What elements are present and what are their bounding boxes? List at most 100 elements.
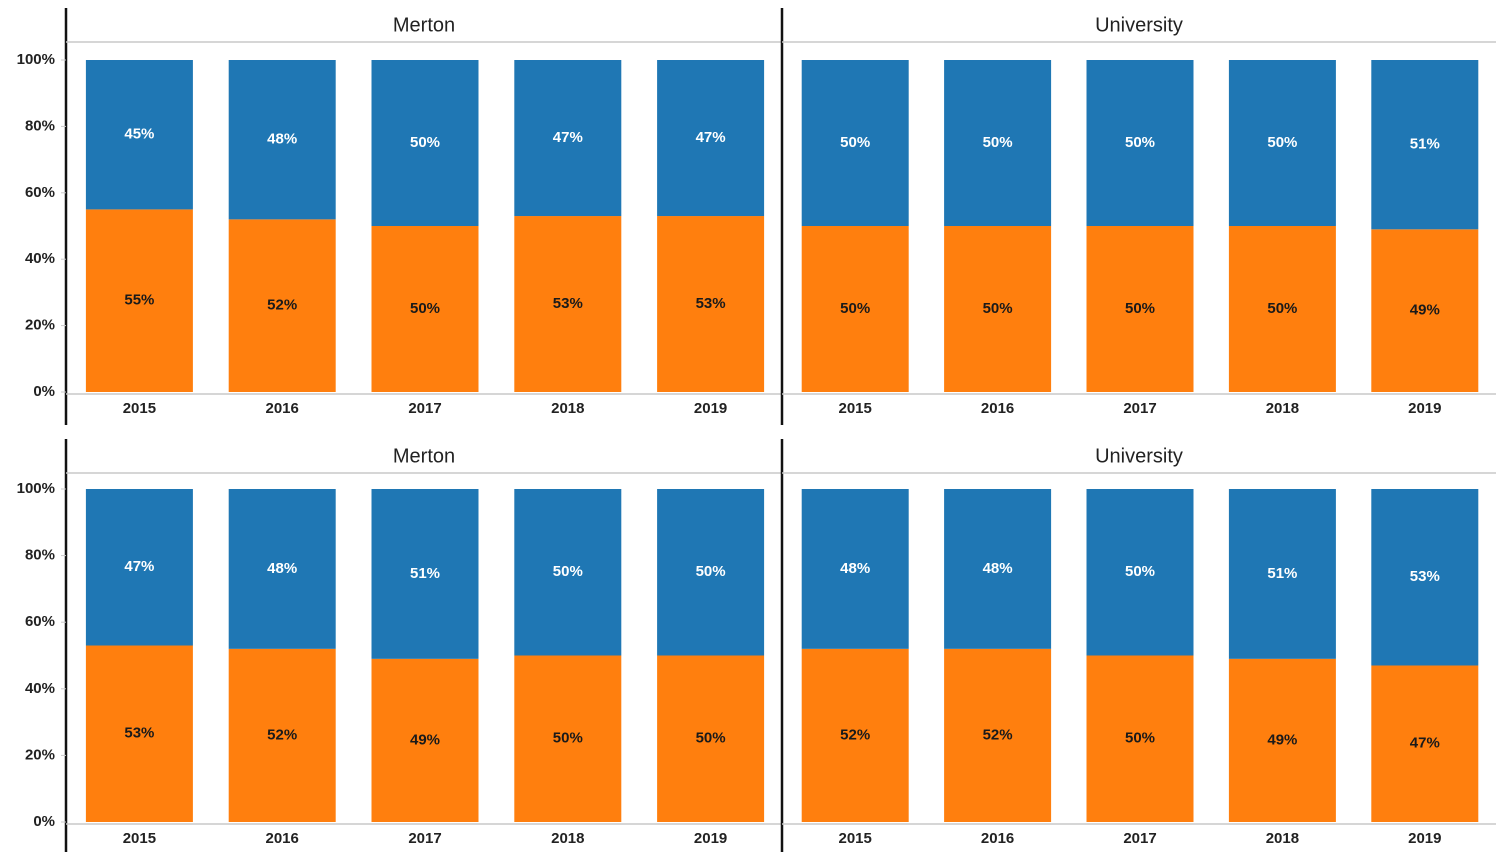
- bar-segment: [1371, 60, 1479, 230]
- bar-segment: [657, 60, 765, 217]
- bar-segment: [801, 648, 909, 822]
- x-tick-label: 2017: [408, 400, 441, 417]
- bar-segment: [1086, 226, 1194, 392]
- x-tick-label: 2015: [123, 400, 156, 417]
- value-label: 53%: [696, 295, 726, 312]
- value-label: 50%: [983, 134, 1013, 151]
- value-label: 50%: [1125, 563, 1155, 580]
- value-label: 49%: [1410, 302, 1440, 319]
- panel-title: Merton: [393, 14, 455, 36]
- x-tick-label: 2018: [1266, 400, 1299, 417]
- bar-segment: [1228, 658, 1336, 822]
- y-tick-label: 0%: [33, 383, 55, 400]
- bar-segment: [1086, 489, 1194, 656]
- x-tick-label: 2016: [981, 830, 1014, 847]
- y-tick-label: 60%: [25, 184, 55, 201]
- y-tick-label: 40%: [25, 680, 55, 697]
- bar-segment: [514, 655, 622, 822]
- value-label: 50%: [1125, 134, 1155, 151]
- x-tick-label: 2017: [1123, 400, 1156, 417]
- value-label: 45%: [124, 126, 154, 143]
- x-tick-label: 2019: [694, 830, 727, 847]
- bar-segment: [1371, 229, 1479, 392]
- x-tick-label: 2016: [981, 400, 1014, 417]
- bar-segment: [371, 226, 479, 392]
- bar-segment: [228, 648, 336, 822]
- x-tick-label: 2017: [1123, 830, 1156, 847]
- value-label: 52%: [840, 726, 870, 743]
- value-label: 53%: [124, 725, 154, 742]
- value-label: 51%: [1267, 565, 1297, 582]
- value-label: 50%: [1267, 134, 1297, 151]
- bar-segment: [944, 226, 1052, 392]
- y-tick-label: 20%: [25, 746, 55, 763]
- value-label: 50%: [553, 730, 583, 747]
- y-tick-label: 60%: [25, 613, 55, 630]
- value-label: 52%: [983, 726, 1013, 743]
- bar-segment: [85, 60, 193, 210]
- bar-segment: [1371, 489, 1479, 666]
- y-tick-label: 40%: [25, 250, 55, 267]
- bar-segment: [657, 489, 765, 656]
- value-label: 48%: [267, 560, 297, 577]
- bar-segment: [371, 60, 479, 226]
- y-tick-label: 100%: [17, 480, 55, 497]
- value-label: 50%: [840, 134, 870, 151]
- bar-segment: [85, 209, 193, 392]
- bar-segment: [944, 489, 1052, 649]
- value-label: 50%: [696, 563, 726, 580]
- value-label: 47%: [1410, 735, 1440, 752]
- value-label: 50%: [696, 730, 726, 747]
- bar-segment: [657, 655, 765, 822]
- value-label: 48%: [840, 560, 870, 577]
- value-label: 50%: [553, 563, 583, 580]
- x-tick-label: 2017: [408, 830, 441, 847]
- x-tick-label: 2018: [1266, 830, 1299, 847]
- value-label: 48%: [267, 131, 297, 148]
- value-label: 50%: [983, 300, 1013, 317]
- bar-segment: [1086, 60, 1194, 226]
- bar-segment: [514, 60, 622, 217]
- bar-segment: [944, 648, 1052, 822]
- value-label: 52%: [267, 297, 297, 314]
- value-label: 50%: [1267, 300, 1297, 317]
- bar-segment: [944, 60, 1052, 226]
- x-tick-label: 2015: [839, 830, 872, 847]
- bar-segment: [1228, 60, 1336, 226]
- bar-segment: [514, 216, 622, 392]
- x-tick-label: 2019: [1408, 830, 1441, 847]
- panel-title: University: [1095, 14, 1183, 36]
- bar-segment: [1228, 489, 1336, 659]
- bar-segment: [801, 60, 909, 226]
- value-label: 49%: [410, 731, 440, 748]
- x-tick-label: 2018: [551, 830, 584, 847]
- bar-segment: [228, 60, 336, 220]
- value-label: 51%: [410, 565, 440, 582]
- x-tick-label: 2015: [839, 400, 872, 417]
- value-label: 50%: [410, 134, 440, 151]
- panel-title: Merton: [393, 445, 455, 467]
- x-tick-label: 2019: [1408, 400, 1441, 417]
- value-label: 52%: [267, 726, 297, 743]
- bar-segment: [1086, 655, 1194, 822]
- value-label: 53%: [1410, 568, 1440, 585]
- bar-segment: [371, 658, 479, 822]
- y-tick-label: 100%: [17, 51, 55, 68]
- value-label: 50%: [1125, 730, 1155, 747]
- bar-segment: [85, 489, 193, 646]
- bar-segment: [514, 489, 622, 656]
- value-label: 53%: [553, 295, 583, 312]
- y-tick-label: 80%: [25, 547, 55, 564]
- value-label: 48%: [983, 560, 1013, 577]
- value-label: 50%: [1125, 300, 1155, 317]
- value-label: 47%: [553, 129, 583, 146]
- y-tick-label: 20%: [25, 317, 55, 334]
- x-tick-label: 2019: [694, 400, 727, 417]
- x-tick-label: 2015: [123, 830, 156, 847]
- x-tick-label: 2016: [266, 830, 299, 847]
- bar-segment: [657, 216, 765, 392]
- value-label: 50%: [410, 300, 440, 317]
- bar-segment: [371, 489, 479, 659]
- bar-segment: [801, 226, 909, 392]
